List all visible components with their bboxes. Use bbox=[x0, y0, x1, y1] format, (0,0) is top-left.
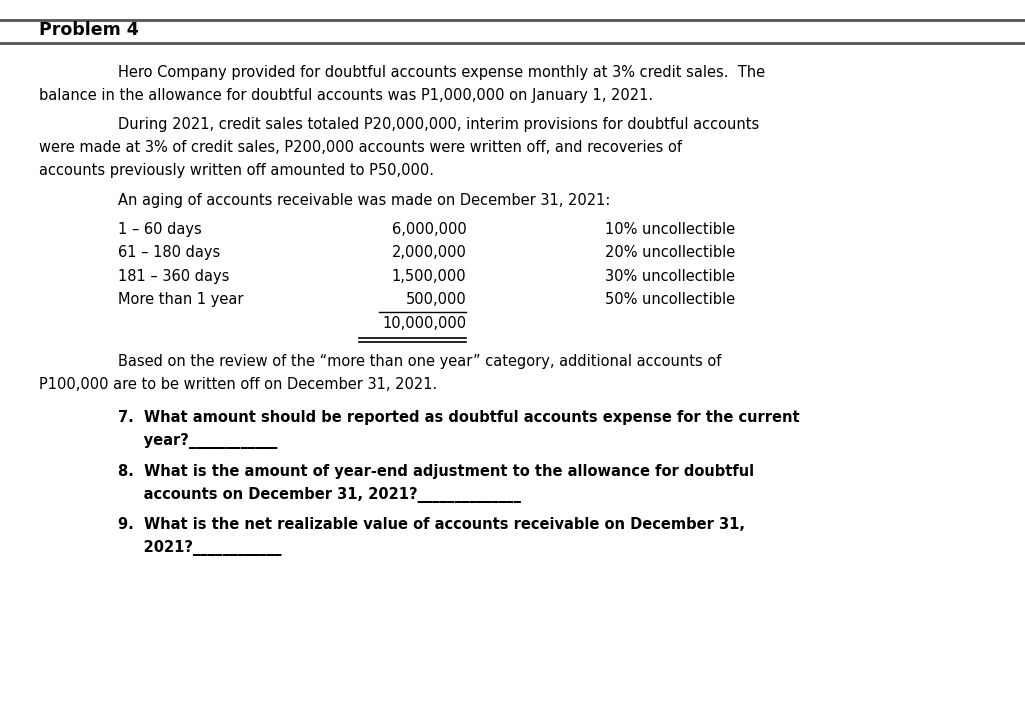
Text: accounts on December 31, 2021?______________: accounts on December 31, 2021?__________… bbox=[118, 487, 521, 503]
Text: 9.  What is the net realizable value of accounts receivable on December 31,: 9. What is the net realizable value of a… bbox=[118, 517, 745, 532]
Text: accounts previously written off amounted to P50,000.: accounts previously written off amounted… bbox=[39, 163, 434, 178]
Text: 20% uncollectible: 20% uncollectible bbox=[605, 245, 735, 261]
Text: 181 – 360 days: 181 – 360 days bbox=[118, 269, 230, 284]
Text: balance in the allowance for doubtful accounts was P1,000,000 on January 1, 2021: balance in the allowance for doubtful ac… bbox=[39, 88, 653, 103]
Text: 1 – 60 days: 1 – 60 days bbox=[118, 222, 202, 238]
Text: 7.  What amount should be reported as doubtful accounts expense for the current: 7. What amount should be reported as dou… bbox=[118, 410, 800, 425]
Text: 500,000: 500,000 bbox=[406, 292, 466, 307]
Text: 61 – 180 days: 61 – 180 days bbox=[118, 245, 220, 261]
Text: An aging of accounts receivable was made on December 31, 2021:: An aging of accounts receivable was made… bbox=[118, 193, 610, 209]
Text: 2021?____________: 2021?____________ bbox=[118, 540, 282, 556]
Text: More than 1 year: More than 1 year bbox=[118, 292, 243, 307]
Text: 10% uncollectible: 10% uncollectible bbox=[605, 222, 735, 238]
Text: P100,000 are to be written off on December 31, 2021.: P100,000 are to be written off on Decemb… bbox=[39, 377, 438, 392]
Text: were made at 3% of credit sales, P200,000 accounts were written off, and recover: were made at 3% of credit sales, P200,00… bbox=[39, 140, 682, 155]
Text: 50% uncollectible: 50% uncollectible bbox=[605, 292, 735, 307]
Text: year?____________: year?____________ bbox=[118, 433, 277, 449]
Text: 1,500,000: 1,500,000 bbox=[392, 269, 466, 284]
Text: 30% uncollectible: 30% uncollectible bbox=[605, 269, 735, 284]
Text: 10,000,000: 10,000,000 bbox=[382, 316, 466, 331]
Text: 8.  What is the amount of year-end adjustment to the allowance for doubtful: 8. What is the amount of year-end adjust… bbox=[118, 464, 754, 479]
Text: 2,000,000: 2,000,000 bbox=[392, 245, 466, 261]
Text: Problem 4: Problem 4 bbox=[39, 22, 138, 39]
Text: Based on the review of the “more than one year” category, additional accounts of: Based on the review of the “more than on… bbox=[118, 354, 722, 369]
Text: Hero Company provided for doubtful accounts expense monthly at 3% credit sales. : Hero Company provided for doubtful accou… bbox=[118, 65, 765, 80]
Text: During 2021, credit sales totaled P20,000,000, interim provisions for doubtful a: During 2021, credit sales totaled P20,00… bbox=[118, 117, 760, 132]
Text: 6,000,000: 6,000,000 bbox=[392, 222, 466, 238]
